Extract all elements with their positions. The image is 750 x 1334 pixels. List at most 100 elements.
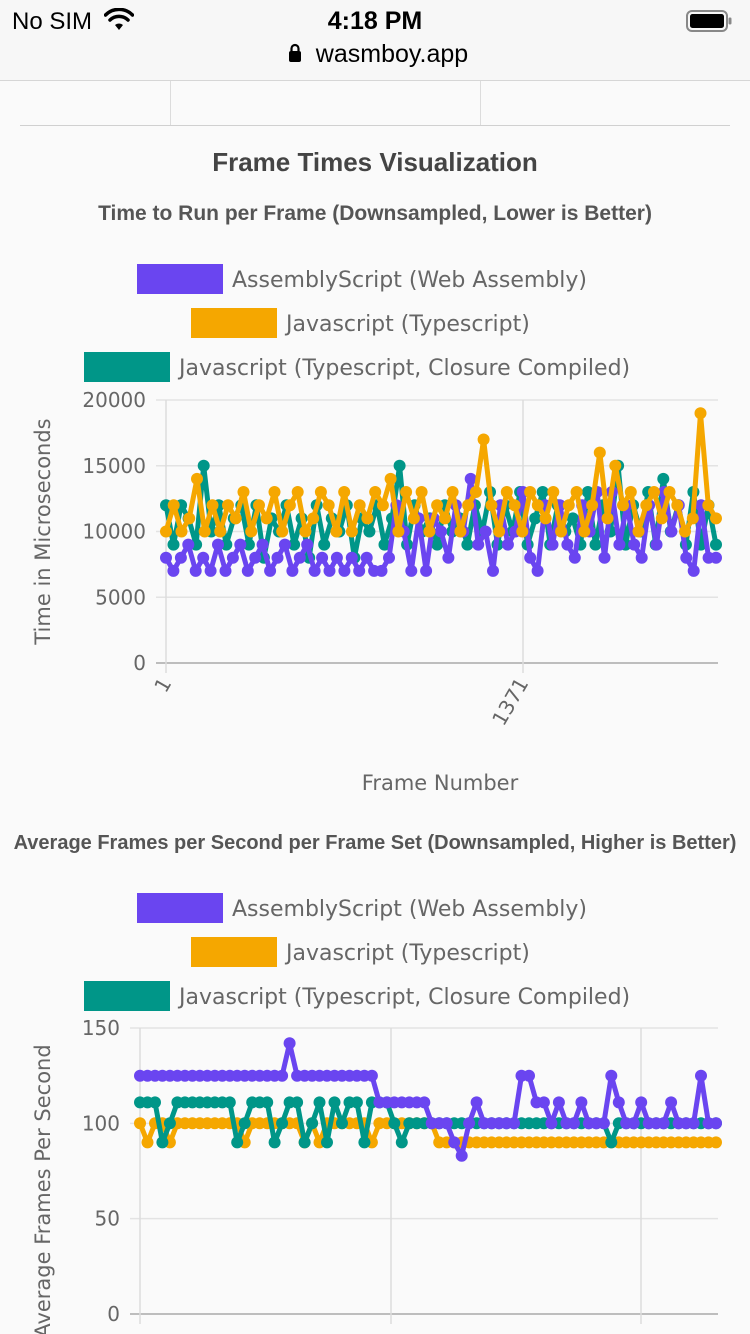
data-point[interactable] <box>156 1136 169 1149</box>
data-point[interactable] <box>555 525 568 538</box>
data-point[interactable] <box>286 564 299 577</box>
data-point[interactable] <box>524 486 537 498</box>
data-point[interactable] <box>605 1136 618 1149</box>
data-point[interactable] <box>276 1117 289 1130</box>
data-point[interactable] <box>322 499 335 512</box>
data-point[interactable] <box>314 486 327 498</box>
data-point[interactable] <box>710 1136 722 1149</box>
data-point[interactable] <box>487 564 499 577</box>
data-point[interactable] <box>539 512 552 525</box>
data-point[interactable] <box>283 1037 296 1050</box>
data-point[interactable] <box>245 525 258 538</box>
data-point[interactable] <box>197 551 210 564</box>
data-point[interactable] <box>160 551 172 564</box>
data-point[interactable] <box>388 1117 401 1130</box>
data-point[interactable] <box>469 486 482 498</box>
data-point[interactable] <box>537 1096 550 1109</box>
data-point[interactable] <box>628 538 641 551</box>
data-point[interactable] <box>470 1096 483 1109</box>
data-point[interactable] <box>686 512 699 525</box>
data-point[interactable] <box>593 446 606 459</box>
data-point[interactable] <box>663 486 676 498</box>
data-point[interactable] <box>508 499 521 512</box>
data-point[interactable] <box>547 486 560 498</box>
data-point[interactable] <box>687 1117 700 1130</box>
data-point[interactable] <box>220 538 233 551</box>
data-point[interactable] <box>597 1117 610 1130</box>
legend-swatch[interactable] <box>137 893 223 923</box>
data-point[interactable] <box>566 512 579 525</box>
data-point[interactable] <box>336 1117 348 1130</box>
data-point[interactable] <box>222 499 234 512</box>
data-point[interactable] <box>134 1117 146 1130</box>
data-point[interactable] <box>477 433 490 446</box>
data-point[interactable] <box>531 564 544 577</box>
data-point[interactable] <box>338 564 351 577</box>
data-point[interactable] <box>226 551 239 564</box>
data-point[interactable] <box>570 486 583 498</box>
data-point[interactable] <box>167 499 180 512</box>
data-point[interactable] <box>586 499 599 512</box>
data-point[interactable] <box>301 538 314 551</box>
data-point[interactable] <box>298 1136 311 1149</box>
data-point[interactable] <box>462 499 475 512</box>
data-point[interactable] <box>635 551 648 564</box>
data-point[interactable] <box>418 1096 431 1109</box>
data-point[interactable] <box>431 499 444 512</box>
data-point[interactable] <box>206 499 219 512</box>
data-point[interactable] <box>229 512 242 525</box>
data-point[interactable] <box>710 538 722 551</box>
data-point[interactable] <box>321 1136 333 1149</box>
data-point[interactable] <box>167 564 180 577</box>
data-point[interactable] <box>198 525 211 538</box>
data-point[interactable] <box>183 512 196 525</box>
data-point[interactable] <box>598 551 611 564</box>
data-point[interactable] <box>293 551 306 564</box>
data-point[interactable] <box>261 1096 274 1109</box>
data-point[interactable] <box>291 486 304 498</box>
data-point[interactable] <box>219 564 232 577</box>
data-point[interactable] <box>435 525 447 538</box>
data-point[interactable] <box>189 564 202 577</box>
data-point[interactable] <box>687 564 700 577</box>
data-point[interactable] <box>149 1096 161 1109</box>
data-point[interactable] <box>562 499 575 512</box>
data-point[interactable] <box>313 1096 326 1109</box>
data-point[interactable] <box>605 1069 618 1082</box>
legend-swatch[interactable] <box>191 308 277 338</box>
legend-label[interactable]: Javascript (Typescript, Closure Compiled… <box>177 356 630 381</box>
data-point[interactable] <box>241 564 254 577</box>
data-point[interactable] <box>318 538 331 551</box>
legend-label[interactable]: Javascript (Typescript) <box>284 312 530 337</box>
data-point[interactable] <box>479 525 492 538</box>
data-point[interactable] <box>531 499 544 512</box>
data-point[interactable] <box>328 1096 341 1109</box>
data-point[interactable] <box>393 459 406 472</box>
data-point[interactable] <box>231 1136 244 1149</box>
data-point[interactable] <box>657 1117 670 1130</box>
data-point[interactable] <box>575 1096 588 1109</box>
data-point[interactable] <box>567 1117 580 1130</box>
data-point[interactable] <box>260 512 273 525</box>
data-point[interactable] <box>710 1117 722 1130</box>
data-point[interactable] <box>657 472 670 485</box>
data-point[interactable] <box>223 1096 236 1109</box>
data-point[interactable] <box>617 499 629 512</box>
data-point[interactable] <box>350 1096 363 1109</box>
data-point[interactable] <box>448 1136 461 1149</box>
data-point[interactable] <box>278 538 291 551</box>
data-point[interactable] <box>640 499 653 512</box>
data-point[interactable] <box>635 1096 648 1109</box>
data-point[interactable] <box>276 525 289 538</box>
data-point[interactable] <box>330 525 343 538</box>
data-point[interactable] <box>679 525 691 538</box>
legend-label[interactable]: AssemblyScript (Web Assembly) <box>232 897 587 922</box>
data-point[interactable] <box>253 499 265 512</box>
data-point[interactable] <box>545 1117 558 1130</box>
data-point[interactable] <box>529 512 542 525</box>
data-point[interactable] <box>268 1136 281 1149</box>
data-point[interactable] <box>249 551 262 564</box>
data-point[interactable] <box>581 486 594 498</box>
data-point[interactable] <box>307 512 320 525</box>
data-point[interactable] <box>175 525 188 538</box>
